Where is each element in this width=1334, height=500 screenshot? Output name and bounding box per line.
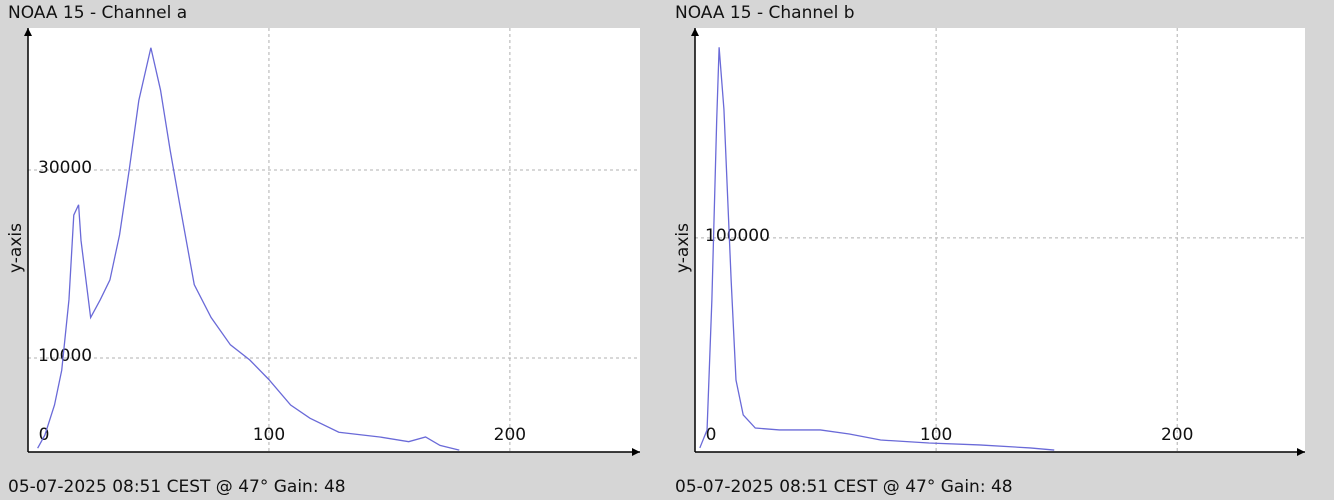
x-tick-label: 0 [39,425,50,445]
y-axis-arrow [691,28,699,36]
footer: 05-07-2025 08:51 CEST @ 47° Gain: 48 [675,477,1013,497]
plot-area [28,28,640,452]
x-axis-arrow [632,448,640,456]
x-tick-label: 0 [706,425,717,445]
footer: 05-07-2025 08:51 CEST @ 47° Gain: 48 [8,477,346,497]
x-tick-label: 200 [1161,425,1193,445]
x-tick-label: 100 [253,425,285,445]
x-axis-arrow [1297,448,1305,456]
y-tick-label: 100000 [705,226,770,246]
data-line [699,47,1055,451]
chart-title: NOAA 15 - Channel b [675,3,855,23]
x-tick-label: 100 [920,425,952,445]
y-axis-arrow [24,28,32,36]
y-axis-label: y-axis [673,223,693,273]
y-tick-label: 30000 [38,158,92,178]
y-tick-label: 10000 [38,346,92,366]
y-axis-label: y-axis [6,223,26,273]
x-tick-label: 200 [494,425,526,445]
data-line [37,47,460,451]
chart-title: NOAA 15 - Channel a [8,3,187,23]
plot-area [695,28,1305,452]
